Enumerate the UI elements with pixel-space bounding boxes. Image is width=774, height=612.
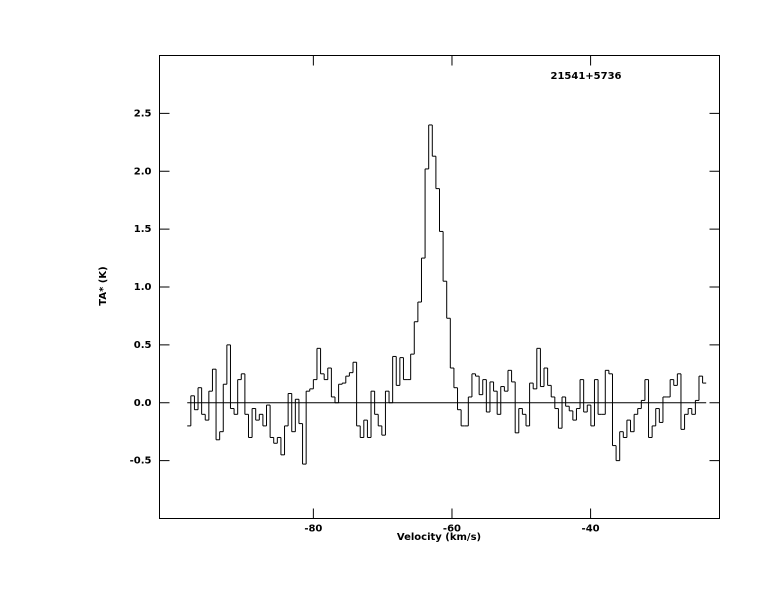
x-tick-label: -80 bbox=[304, 524, 322, 535]
y-tick-label: 2.5 bbox=[134, 108, 152, 119]
chart-title: 21541+5736 bbox=[550, 71, 621, 82]
step-connector bbox=[190, 124, 704, 465]
y-axis-label: TA* (K) bbox=[98, 266, 109, 305]
y-tick-label: -0.5 bbox=[130, 456, 152, 467]
x-tick-label: -40 bbox=[582, 524, 600, 535]
x-axis-label: Velocity (km/s) bbox=[397, 532, 481, 543]
y-tick-label: 0.5 bbox=[134, 340, 152, 351]
y-tick-label: 0.0 bbox=[134, 398, 152, 409]
y-tick-label: 1.5 bbox=[134, 224, 152, 235]
plot-frame bbox=[159, 55, 720, 519]
x-tick-label: -60 bbox=[443, 524, 461, 535]
y-tick-label: 2.0 bbox=[134, 166, 152, 177]
y-tick-label: 1.0 bbox=[134, 282, 152, 293]
